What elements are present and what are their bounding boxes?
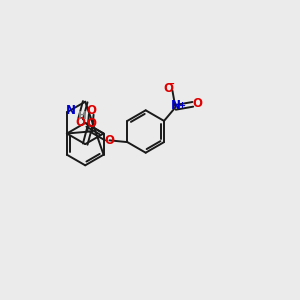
Text: −: − — [167, 79, 175, 89]
Text: H: H — [78, 111, 86, 121]
Text: O: O — [163, 82, 173, 95]
Text: O: O — [104, 134, 114, 147]
Text: O: O — [76, 116, 85, 129]
Text: N: N — [66, 104, 76, 117]
Text: +: + — [178, 101, 185, 110]
Text: O: O — [192, 97, 202, 110]
Text: N: N — [171, 99, 181, 112]
Text: O: O — [87, 104, 97, 118]
Text: O: O — [86, 117, 96, 130]
